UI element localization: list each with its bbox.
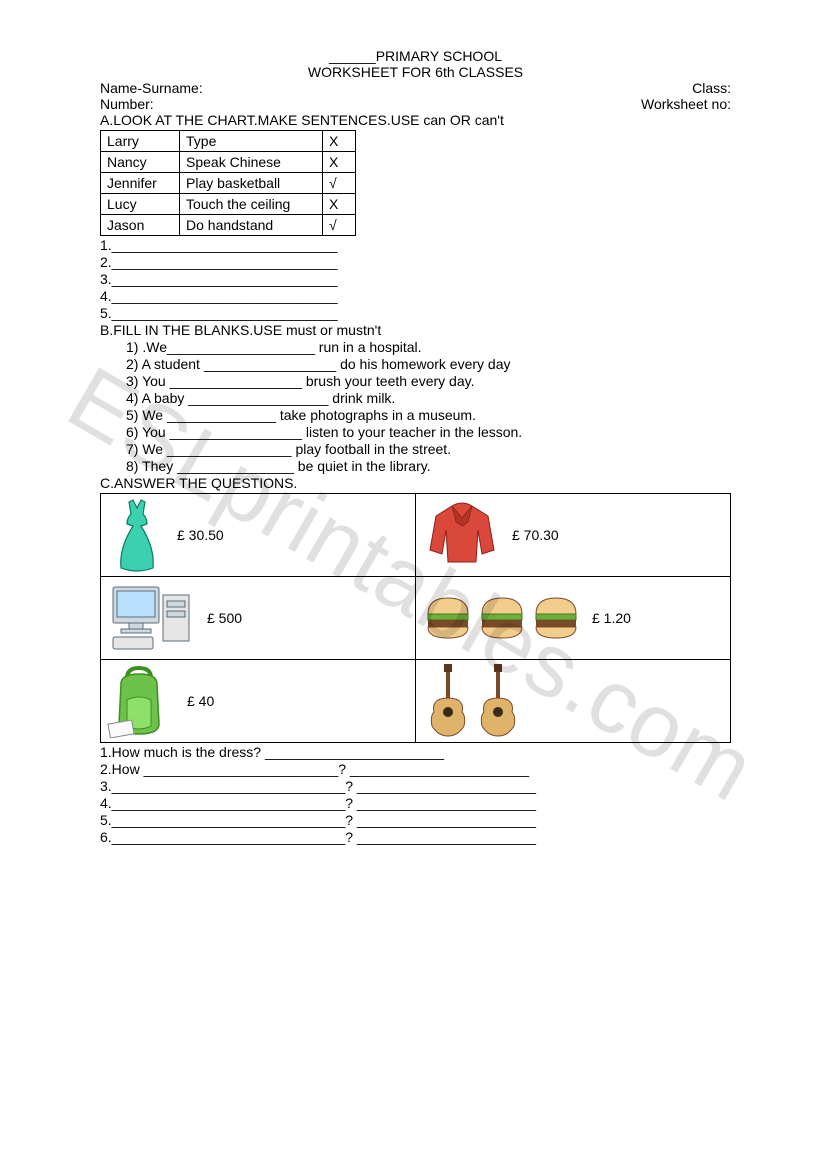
cell-activity: Speak Chinese [180,152,323,173]
label-class: Class: [692,80,731,96]
burgers-icon [422,590,582,646]
pic-cell-backpack: £ 40 [101,660,416,743]
pic-cell-dress: £ 30.50 [101,494,416,577]
fill-blank-item: 5) We ______________ take photographs in… [100,407,731,423]
table-row: JasonDo handstand√ [101,215,356,236]
blank-line: 5._____________________________ [100,305,731,321]
label-worksheet-no: Worksheet no: [641,96,731,112]
computer-icon [107,581,197,655]
fill-blank-item: 6) You _________________ listen to your … [100,424,731,440]
cell-name: Jennifer [101,173,180,194]
cell-mark: √ [323,173,356,194]
backpack-icon [107,664,177,738]
table-row: LarryTypeX [101,131,356,152]
fill-blank-item: 8) They _______________ be quiet in the … [100,458,731,474]
cell-name: Larry [101,131,180,152]
cell-name: Nancy [101,152,180,173]
title-line-1: ______PRIMARY SCHOOL [100,48,731,64]
title-line-2: WORKSHEET FOR 6th CLASSES [100,64,731,80]
fill-blank-item: 4) A baby __________________ drink milk. [100,390,731,406]
cell-activity: Type [180,131,323,152]
blank-line: 3._____________________________ [100,271,731,287]
price-label: £ 30.50 [177,527,224,543]
section-b-title: B.FILL IN THE BLANKS.USE must or mustn't [100,322,731,338]
table-row: LucyTouch the ceilingX [101,194,356,215]
pic-cell-computer: £ 500 [101,577,416,660]
question-line: 4.______________________________? ______… [100,795,731,811]
price-label: £ 70.30 [512,527,559,543]
label-number: Number: [100,96,154,112]
fill-blank-item: 7) We ________________ play football in … [100,441,731,457]
dress-icon [107,498,167,572]
cell-mark: X [323,194,356,215]
chart-table: LarryTypeX NancySpeak ChineseX JenniferP… [100,130,356,236]
cell-activity: Play basketball [180,173,323,194]
cell-name: Jason [101,215,180,236]
fill-blank-item: 3) You _________________ brush your teet… [100,373,731,389]
pic-cell-jacket: £ 70.30 [416,494,731,577]
cell-mark: X [323,131,356,152]
fill-blank-item: 1) .We___________________ run in a hospi… [100,339,731,355]
cell-mark: √ [323,215,356,236]
jacket-icon [422,500,502,570]
worksheet-page: ______PRIMARY SCHOOL WORKSHEET FOR 6th C… [0,0,821,845]
section-a-title: A.LOOK AT THE CHART.MAKE SENTENCES.USE c… [100,112,731,128]
price-label: £ 500 [207,610,242,626]
question-line: 3.______________________________? ______… [100,778,731,794]
blank-line: 1._____________________________ [100,237,731,253]
fill-blank-item: 2) A student _________________ do his ho… [100,356,731,372]
question-line: 6.______________________________? ______… [100,829,731,845]
question-line: 1.How much is the dress? _______________… [100,744,731,760]
pic-cell-guitars [416,660,731,743]
question-line: 2.How _________________________? _______… [100,761,731,777]
guitars-icon [422,664,532,738]
question-line: 5.______________________________? ______… [100,812,731,828]
cell-name: Lucy [101,194,180,215]
cell-activity: Touch the ceiling [180,194,323,215]
table-row: NancySpeak ChineseX [101,152,356,173]
price-label: £ 40 [187,693,214,709]
price-label: £ 1.20 [592,610,631,626]
label-name-surname: Name-Surname: [100,80,203,96]
cell-mark: X [323,152,356,173]
pic-cell-burgers: £ 1.20 [416,577,731,660]
blank-line: 2._____________________________ [100,254,731,270]
cell-activity: Do handstand [180,215,323,236]
table-row: JenniferPlay basketball√ [101,173,356,194]
blank-line: 4._____________________________ [100,288,731,304]
pictures-table: £ 30.50 £ 70.30 [100,493,731,743]
section-c-title: C.ANSWER THE QUESTIONS. [100,475,731,491]
